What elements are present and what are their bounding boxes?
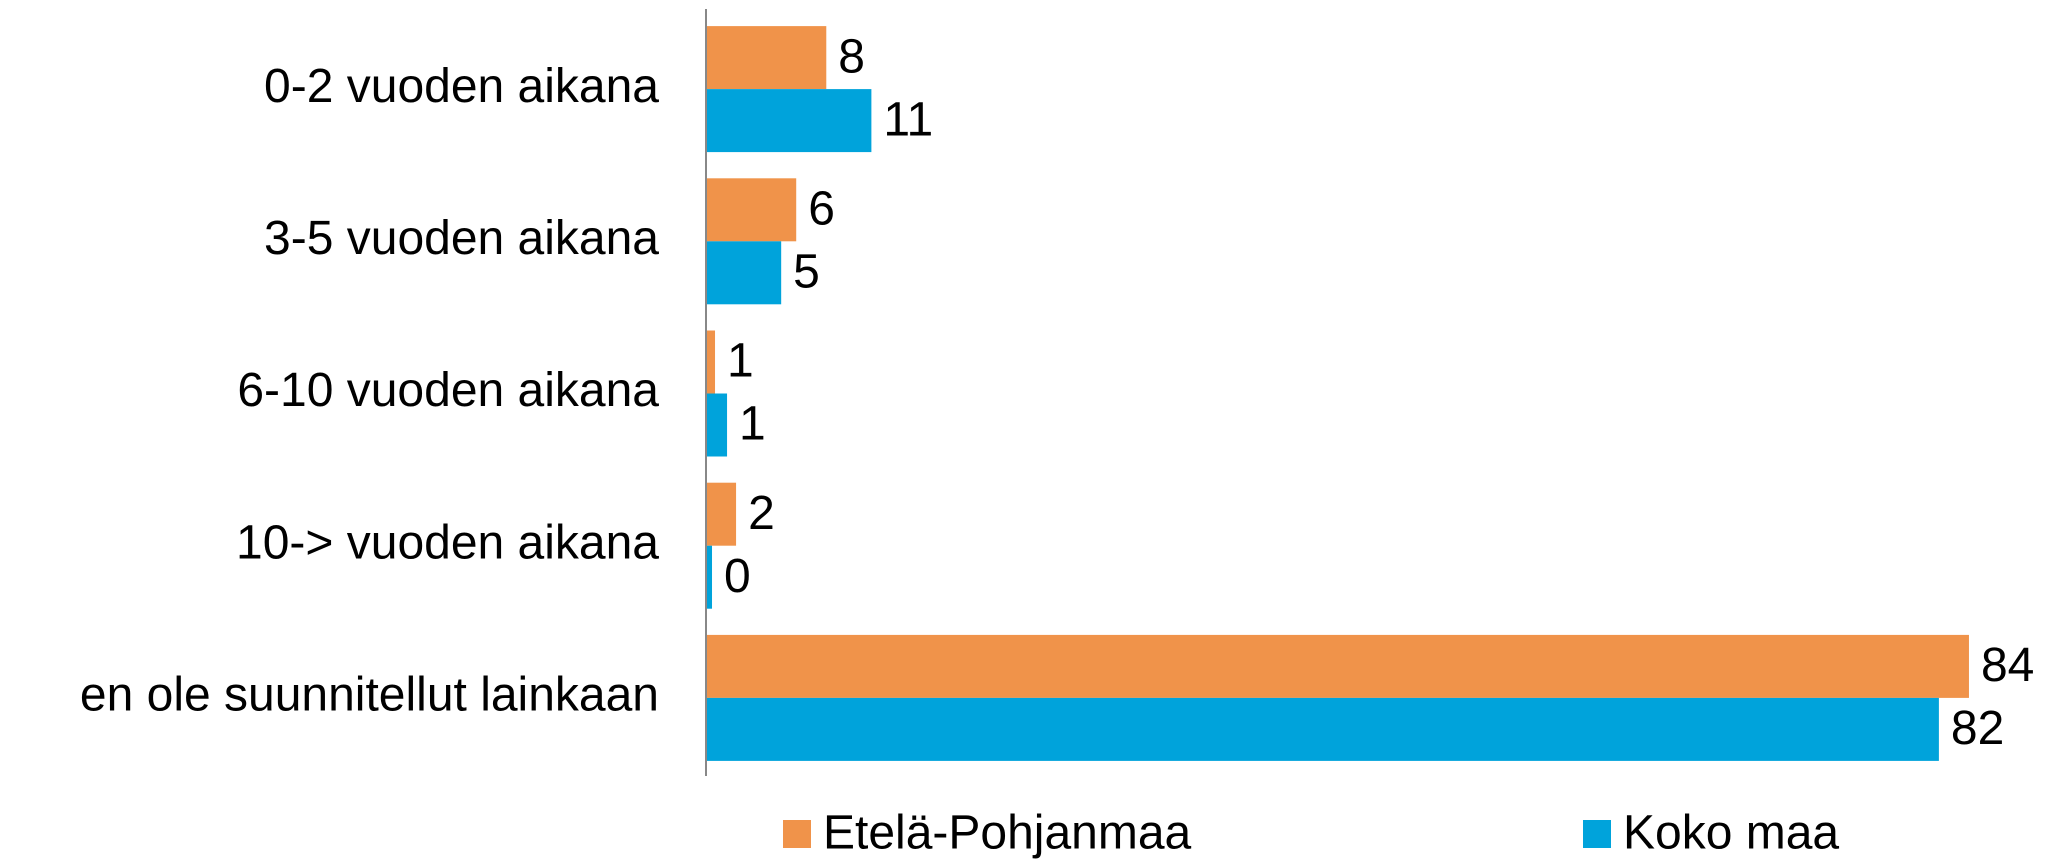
value-label: 84 bbox=[1981, 639, 2034, 692]
bar bbox=[706, 241, 782, 305]
value-label: 6 bbox=[808, 182, 835, 235]
bar bbox=[706, 330, 716, 394]
bar bbox=[706, 393, 728, 457]
category-label: en ole suunnitellut lainkaan bbox=[80, 669, 659, 722]
bar bbox=[706, 178, 797, 242]
legend-label: Etelä-Pohjanmaa bbox=[823, 807, 1192, 859]
value-label: 8 bbox=[838, 30, 865, 83]
value-label: 2 bbox=[748, 487, 775, 540]
value-label: 1 bbox=[727, 335, 754, 388]
legend-label: Koko maa bbox=[1623, 807, 1839, 859]
bar bbox=[706, 89, 872, 153]
value-label: 11 bbox=[883, 93, 933, 146]
bar bbox=[706, 697, 1939, 761]
category-label: 10-> vuoden aikana bbox=[236, 516, 659, 569]
value-label: 0 bbox=[724, 550, 751, 603]
category-label: 3-5 vuoden aikana bbox=[264, 212, 659, 265]
category-label: 0-2 vuoden aikana bbox=[264, 60, 659, 113]
legend-swatch bbox=[783, 820, 811, 848]
value-label: 82 bbox=[1951, 702, 2004, 755]
value-label: 5 bbox=[793, 245, 820, 298]
legend-swatch bbox=[1583, 820, 1611, 848]
value-label: 1 bbox=[739, 398, 766, 451]
bar bbox=[706, 26, 827, 90]
bar bbox=[706, 482, 737, 546]
bar bbox=[706, 545, 713, 609]
bar bbox=[706, 634, 1969, 698]
category-label: 6-10 vuoden aikana bbox=[237, 364, 659, 417]
